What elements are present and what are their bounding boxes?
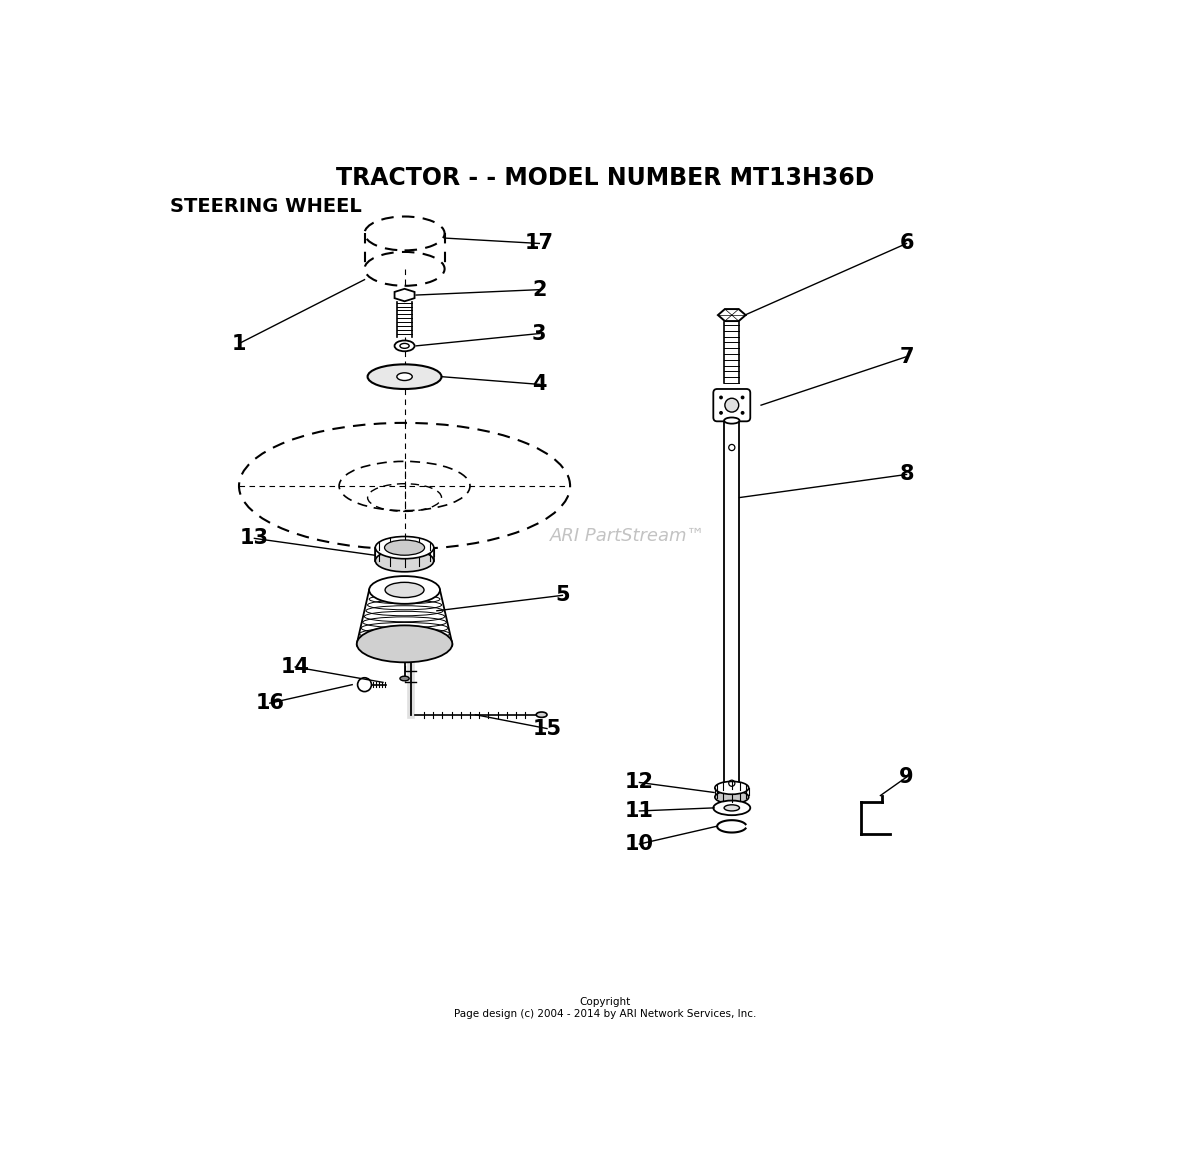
Text: 2: 2 [532, 279, 546, 299]
Text: TRACTOR - - MODEL NUMBER MT13H36D: TRACTOR - - MODEL NUMBER MT13H36D [335, 166, 874, 191]
Text: 5: 5 [555, 586, 570, 606]
Polygon shape [394, 289, 414, 302]
Ellipse shape [396, 373, 412, 381]
Text: 9: 9 [899, 767, 913, 787]
Text: 11: 11 [625, 801, 654, 821]
Circle shape [741, 395, 745, 400]
Ellipse shape [368, 365, 441, 389]
Text: 6: 6 [899, 234, 913, 254]
Ellipse shape [375, 537, 434, 559]
Text: 13: 13 [240, 528, 269, 548]
Ellipse shape [369, 576, 440, 604]
Ellipse shape [385, 540, 425, 555]
Ellipse shape [725, 417, 740, 423]
Text: Copyright
Page design (c) 2004 - 2014 by ARI Network Services, Inc.: Copyright Page design (c) 2004 - 2014 by… [453, 997, 756, 1019]
Text: 3: 3 [532, 324, 546, 344]
Bar [725, 421, 740, 788]
Text: 12: 12 [625, 773, 654, 793]
Ellipse shape [536, 712, 548, 718]
Text: 16: 16 [255, 693, 284, 713]
Text: 17: 17 [525, 234, 553, 254]
Circle shape [719, 395, 723, 400]
Text: 1: 1 [231, 333, 247, 353]
Text: 7: 7 [899, 347, 913, 367]
Ellipse shape [400, 676, 409, 680]
Text: 10: 10 [625, 833, 654, 855]
Ellipse shape [385, 582, 424, 597]
Ellipse shape [715, 790, 749, 803]
Ellipse shape [394, 340, 414, 351]
Ellipse shape [375, 549, 434, 572]
Ellipse shape [715, 781, 749, 794]
FancyBboxPatch shape [714, 389, 750, 421]
Circle shape [358, 678, 372, 692]
Text: ARI PartStream™: ARI PartStream™ [550, 527, 706, 545]
Circle shape [741, 411, 745, 415]
Circle shape [719, 411, 723, 415]
Text: 14: 14 [281, 657, 309, 677]
Circle shape [725, 399, 739, 413]
Ellipse shape [725, 804, 740, 811]
Ellipse shape [356, 625, 452, 663]
Text: STEERING WHEEL: STEERING WHEEL [170, 198, 361, 216]
Ellipse shape [714, 801, 750, 815]
Text: 15: 15 [532, 719, 562, 739]
Text: 8: 8 [899, 464, 913, 484]
Polygon shape [717, 309, 746, 321]
Text: 4: 4 [532, 374, 546, 394]
